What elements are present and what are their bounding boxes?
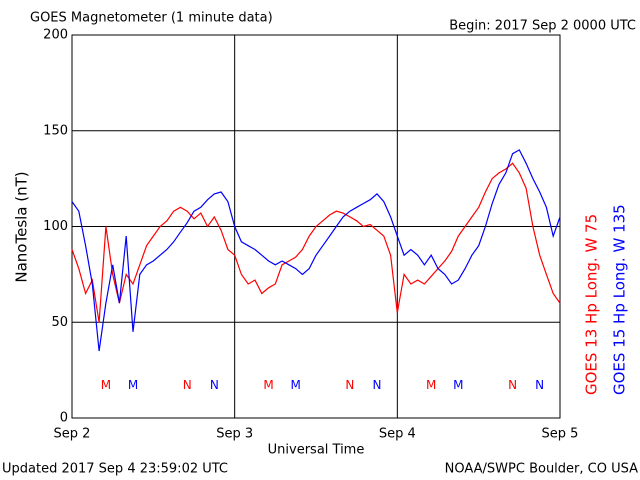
- y-tick-label: 50: [51, 315, 68, 330]
- annotation: N: [210, 378, 219, 392]
- series-line: [71, 162, 561, 323]
- x-tick-label: Sep 5: [542, 427, 579, 442]
- chart-title: GOES Magnetometer (1 minute data): [30, 11, 273, 26]
- x-axis-label: Universal Time: [268, 443, 365, 458]
- annotation: M: [426, 378, 436, 392]
- legend-entry: GOES 15 Hp Long. W 135: [611, 204, 629, 395]
- x-tick-label: Sep 3: [216, 427, 253, 442]
- x-tick-label: Sep 2: [54, 427, 91, 442]
- footer-left: Updated 2017 Sep 4 23:59:02 UTC: [2, 462, 228, 477]
- y-axis-label: NanoTesla (nT): [13, 171, 31, 282]
- plot-frame: [71, 34, 561, 419]
- annotation: N: [345, 378, 354, 392]
- annotation: N: [535, 378, 544, 392]
- y-tick-label: 150: [43, 123, 68, 138]
- annotation: M: [263, 378, 273, 392]
- annotation: N: [373, 378, 382, 392]
- legend-entry: GOES 13 Hp Long. W 75: [583, 214, 601, 395]
- annotation: N: [183, 378, 192, 392]
- series-line: [71, 149, 561, 352]
- y-tick-label: 200: [43, 28, 68, 43]
- footer-right: NOAA/SWPC Boulder, CO USA: [445, 462, 638, 477]
- annotation: M: [128, 378, 138, 392]
- annotation: M: [101, 378, 111, 392]
- y-tick-label: 100: [43, 219, 68, 234]
- annotation: M: [453, 378, 463, 392]
- chart-subtitle: Begin: 2017 Sep 2 0000 UTC: [449, 19, 636, 34]
- annotation: N: [508, 378, 517, 392]
- x-tick-label: Sep 4: [379, 427, 416, 442]
- y-tick-label: 0: [60, 411, 68, 426]
- annotation: M: [290, 378, 300, 392]
